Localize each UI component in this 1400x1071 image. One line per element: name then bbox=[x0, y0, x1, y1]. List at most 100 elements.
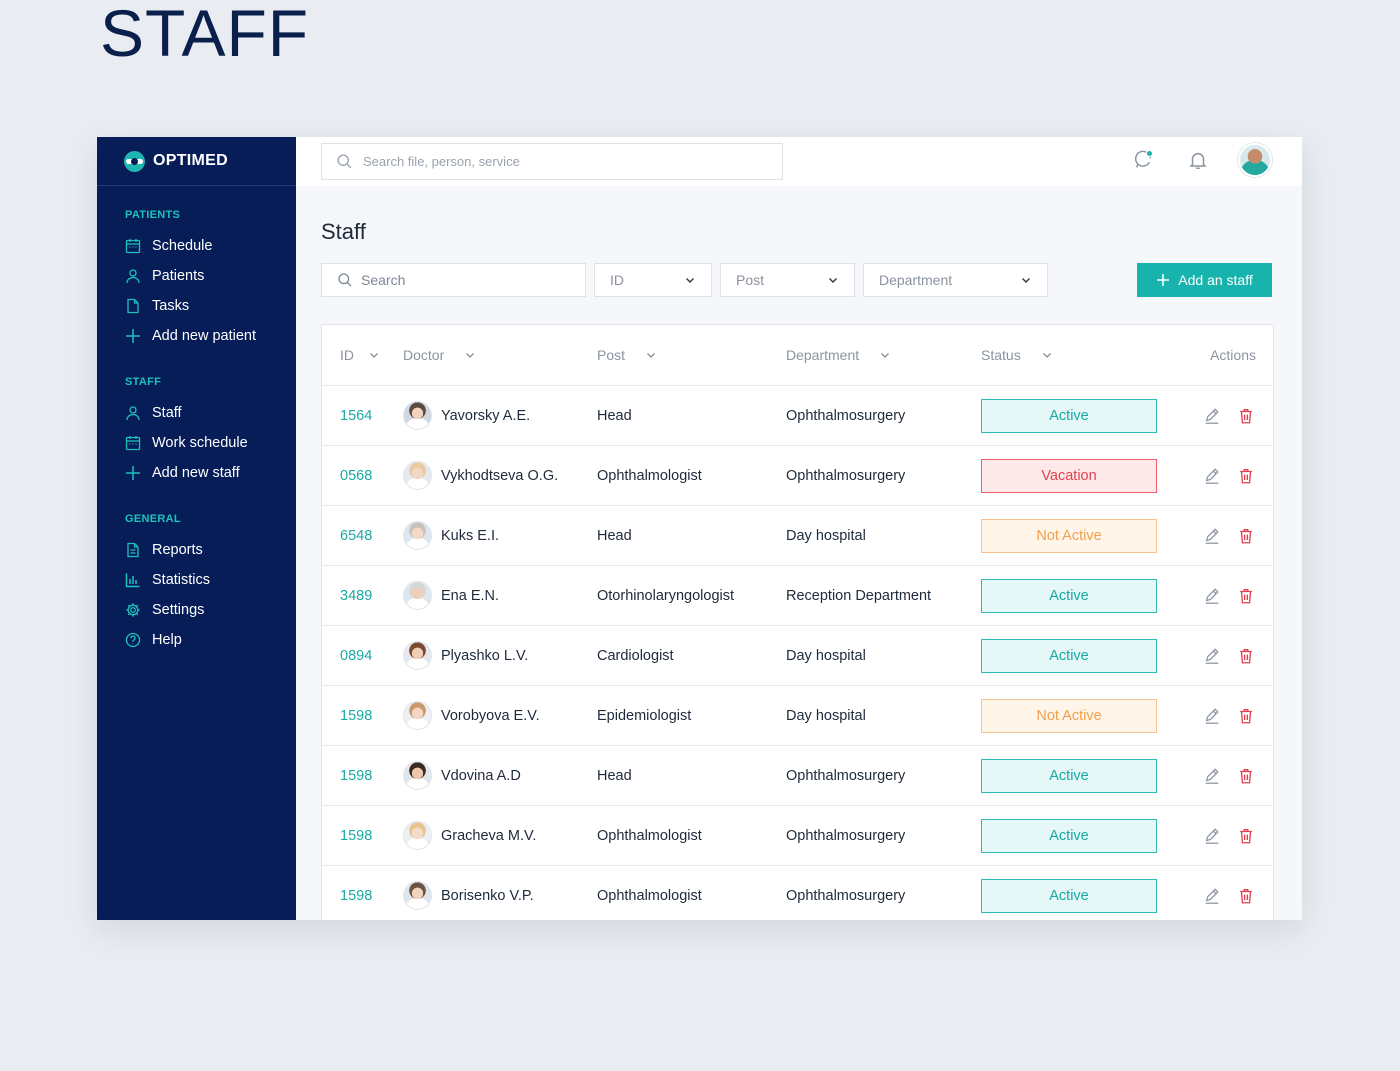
edit-icon[interactable] bbox=[1202, 646, 1222, 666]
sidebar-item-add-new-staff[interactable]: Add new staff bbox=[125, 458, 296, 488]
brand-logo[interactable]: OPTIMED bbox=[97, 137, 296, 186]
table-row[interactable]: 0568 Vykhodtseva O.G. Ophthalmologist Op… bbox=[322, 445, 1273, 505]
sidebar-nav: PATIENTS Schedule Patients Tasks Add new pat… bbox=[97, 209, 296, 655]
cell-status: Vacation bbox=[981, 458, 1176, 493]
table-body: 1564 Yavorsky A.E. Head Ophthalmosurgery… bbox=[322, 385, 1273, 920]
staff-id-link[interactable]: 1598 bbox=[340, 827, 373, 844]
edit-icon[interactable] bbox=[1202, 706, 1222, 726]
status-badge: Active bbox=[981, 878, 1157, 913]
trash-icon[interactable] bbox=[1236, 826, 1256, 846]
doctor-avatar bbox=[403, 761, 432, 790]
edit-icon[interactable] bbox=[1202, 526, 1222, 546]
department-value: Reception Department bbox=[786, 587, 932, 604]
table-row[interactable]: 1598 Vorobyova E.V. Epidemiologist Day h… bbox=[322, 685, 1273, 745]
sidebar-item-statistics[interactable]: Statistics bbox=[125, 565, 296, 595]
cell-department: Day hospital bbox=[786, 528, 981, 544]
cell-post: Ophthalmologist bbox=[597, 888, 786, 904]
header-post[interactable]: Post bbox=[597, 347, 786, 363]
cell-status: Not Active bbox=[981, 518, 1176, 553]
sidebar-item-tasks[interactable]: Tasks bbox=[125, 291, 296, 321]
trash-icon[interactable] bbox=[1236, 526, 1256, 546]
sidebar-item-label: Work schedule bbox=[152, 435, 248, 451]
sidebar-item-work-schedule[interactable]: Work schedule bbox=[125, 428, 296, 458]
cell-post: Cardiologist bbox=[597, 648, 786, 664]
header-id[interactable]: ID bbox=[322, 347, 403, 363]
sidebar-item-help[interactable]: Help bbox=[125, 625, 296, 655]
add-staff-button[interactable]: Add an staff bbox=[1137, 263, 1272, 297]
edit-icon[interactable] bbox=[1202, 466, 1222, 486]
trash-icon[interactable] bbox=[1236, 886, 1256, 906]
sidebar-item-patients[interactable]: Patients bbox=[125, 261, 296, 291]
edit-icon[interactable] bbox=[1202, 766, 1222, 786]
staff-id-link[interactable]: 0894 bbox=[340, 647, 373, 664]
global-search-input[interactable]: Search file, person, service bbox=[321, 143, 783, 180]
id-filter-select[interactable]: ID bbox=[594, 263, 712, 297]
table-row[interactable]: 3489 Ena E.N. Otorhinolaryngologist Rece… bbox=[322, 565, 1273, 625]
sidebar-item-settings[interactable]: Settings bbox=[125, 595, 296, 625]
notifications-button[interactable] bbox=[1185, 147, 1211, 173]
staff-id-link[interactable]: 1598 bbox=[340, 707, 373, 724]
staff-id-link[interactable]: 0568 bbox=[340, 467, 373, 484]
cell-status: Active bbox=[981, 878, 1176, 913]
global-search-placeholder: Search file, person, service bbox=[363, 154, 520, 169]
staff-id-link[interactable]: 1598 bbox=[340, 887, 373, 904]
header-doctor[interactable]: Doctor bbox=[403, 347, 597, 363]
sidebar-item-staff[interactable]: Staff bbox=[125, 398, 296, 428]
user-icon bbox=[125, 268, 141, 284]
logo-icon bbox=[124, 150, 145, 172]
cell-doctor: Kuks E.I. bbox=[403, 521, 597, 550]
cell-department: Ophthalmosurgery bbox=[786, 468, 981, 484]
edit-icon[interactable] bbox=[1202, 406, 1222, 426]
trash-icon[interactable] bbox=[1236, 766, 1256, 786]
edit-icon[interactable] bbox=[1202, 826, 1222, 846]
page-heading: STAFF bbox=[100, 0, 310, 70]
header-department[interactable]: Department bbox=[786, 347, 981, 363]
cell-post: Head bbox=[597, 408, 786, 424]
staff-id-link[interactable]: 3489 bbox=[340, 587, 373, 604]
post-value: Otorhinolaryngologist bbox=[597, 587, 735, 604]
cell-actions bbox=[1176, 706, 1273, 726]
cell-status: Active bbox=[981, 758, 1176, 793]
chevron-down-icon bbox=[686, 278, 694, 283]
sidebar-item-label: Add new staff bbox=[152, 465, 240, 481]
table-row[interactable]: 6548 Kuks E.I. Head Day hospital Not Act… bbox=[322, 505, 1273, 565]
table-row[interactable]: 1564 Yavorsky A.E. Head Ophthalmosurgery… bbox=[322, 385, 1273, 445]
user-avatar[interactable] bbox=[1238, 143, 1272, 177]
sidebar-item-add-new-patient[interactable]: Add new patient bbox=[125, 321, 296, 351]
doctor-avatar bbox=[403, 881, 432, 910]
doctor-name: Plyashko L.V. bbox=[441, 647, 529, 664]
table-row[interactable]: 1598 Borisenko V.P. Ophthalmologist Opht… bbox=[322, 865, 1273, 920]
table-row[interactable]: 0894 Plyashko L.V. Cardiologist Day hosp… bbox=[322, 625, 1273, 685]
sidebar-item-schedule[interactable]: Schedule bbox=[125, 231, 296, 261]
post-value: Cardiologist bbox=[597, 647, 674, 664]
doctor-avatar bbox=[403, 461, 432, 490]
cell-department: Day hospital bbox=[786, 648, 981, 664]
trash-icon[interactable] bbox=[1236, 586, 1256, 606]
edit-icon[interactable] bbox=[1202, 586, 1222, 606]
trash-icon[interactable] bbox=[1236, 466, 1256, 486]
staff-search-input[interactable]: Search bbox=[321, 263, 586, 297]
table-row[interactable]: 1598 Gracheva M.V. Ophthalmologist Ophth… bbox=[322, 805, 1273, 865]
cell-id: 1598 bbox=[322, 888, 403, 904]
staff-id-link[interactable]: 6548 bbox=[340, 527, 373, 544]
staff-id-link[interactable]: 1598 bbox=[340, 767, 373, 784]
sidebar-item-label: Help bbox=[152, 632, 182, 648]
staff-id-link[interactable]: 1564 bbox=[340, 407, 373, 424]
sidebar-item-reports[interactable]: Reports bbox=[125, 535, 296, 565]
trash-icon[interactable] bbox=[1236, 406, 1256, 426]
post-filter-select[interactable]: Post bbox=[720, 263, 855, 297]
trash-icon[interactable] bbox=[1236, 706, 1256, 726]
department-filter-select[interactable]: Department bbox=[863, 263, 1048, 297]
trash-icon[interactable] bbox=[1236, 646, 1256, 666]
cell-status: Not Active bbox=[981, 698, 1176, 733]
chat-button[interactable] bbox=[1130, 147, 1156, 173]
status-badge: Active bbox=[981, 758, 1157, 793]
table-row[interactable]: 1598 Vdovina A.D Head Ophthalmosurgery A… bbox=[322, 745, 1273, 805]
doctor-name: Vykhodtseva O.G. bbox=[441, 467, 559, 484]
nav-section-title: GENERAL bbox=[125, 513, 181, 525]
header-status[interactable]: Status bbox=[981, 347, 1176, 363]
post-value: Epidemiologist bbox=[597, 707, 692, 724]
top-icons bbox=[1101, 143, 1272, 177]
edit-icon[interactable] bbox=[1202, 886, 1222, 906]
plus-icon bbox=[125, 465, 141, 481]
